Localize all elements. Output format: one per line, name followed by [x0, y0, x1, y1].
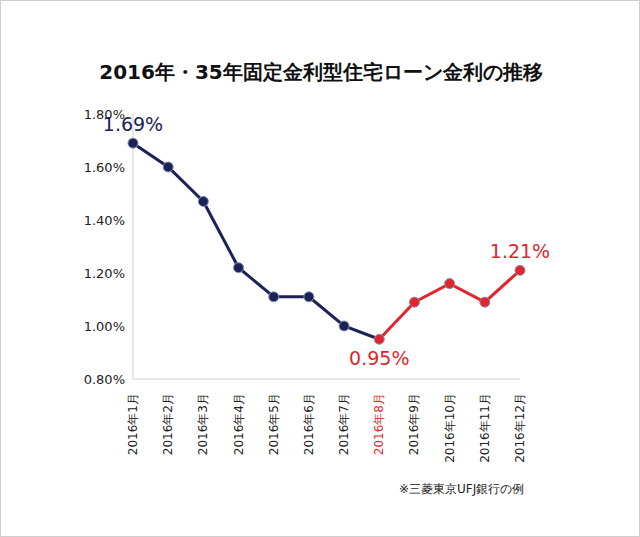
svg-text:2016年6月: 2016年6月: [302, 393, 316, 455]
svg-text:1.21%: 1.21%: [490, 240, 550, 262]
svg-text:1.20%: 1.20%: [84, 266, 125, 281]
svg-text:1.00%: 1.00%: [84, 319, 125, 334]
svg-text:2016年7月: 2016年7月: [337, 393, 351, 455]
svg-text:2016年2月: 2016年2月: [161, 393, 175, 455]
html-text:2016年・35年固定金利型住宅ローン金利の推移: 2016年・35年固定金利型住宅ローン金利の推移: [99, 60, 543, 84]
svg-text:2016年9月: 2016年9月: [407, 393, 421, 455]
svg-text:1.69%: 1.69%: [103, 113, 163, 135]
svg-text:2016年12月: 2016年12月: [513, 393, 527, 463]
svg-text:0.80%: 0.80%: [84, 372, 125, 387]
svg-text:0.95%: 0.95%: [349, 347, 409, 369]
svg-text:2016年3月: 2016年3月: [196, 393, 210, 455]
svg-text:2016年11月: 2016年11月: [478, 393, 492, 463]
svg-text:1.60%: 1.60%: [84, 160, 125, 175]
svg-text:2016年8月: 2016年8月: [372, 393, 386, 455]
svg-text:2016年4月: 2016年4月: [232, 393, 246, 455]
svg-text:1.40%: 1.40%: [84, 213, 125, 228]
svg-text:2016年5月: 2016年5月: [267, 393, 281, 455]
svg-text:2016年10月: 2016年10月: [443, 393, 457, 463]
html-text:※三菱東京UFJ銀行の例: ※三菱東京UFJ銀行の例: [399, 482, 525, 496]
svg-text:2016年1月: 2016年1月: [126, 393, 140, 455]
